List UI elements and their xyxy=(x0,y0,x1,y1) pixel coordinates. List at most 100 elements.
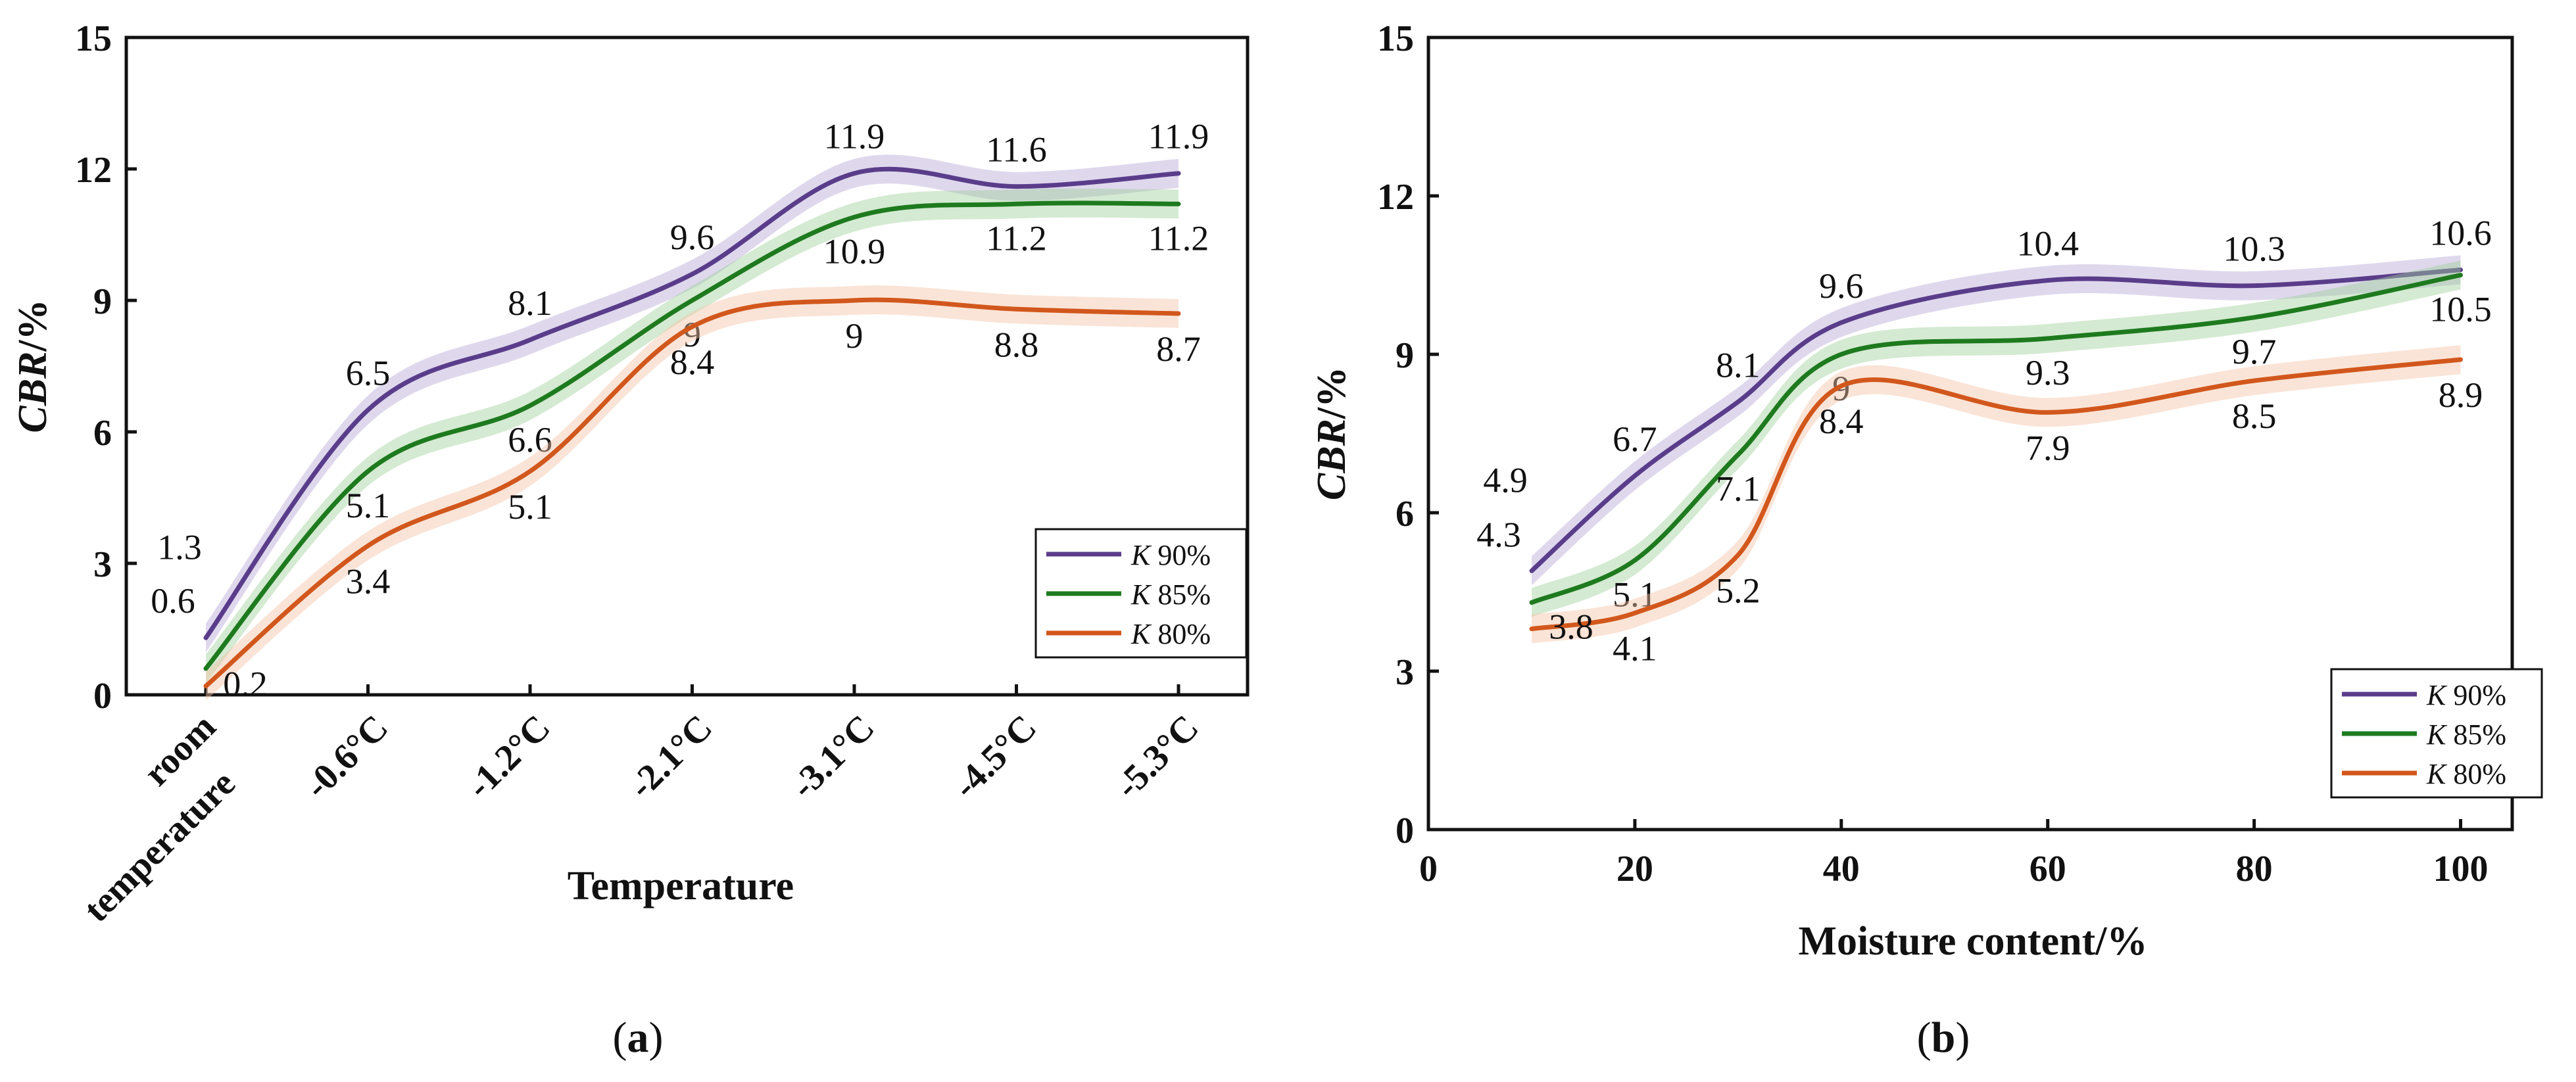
y-axis-title-unit: /% xyxy=(1309,367,1354,419)
panel-label-open: ( xyxy=(1917,1014,1932,1062)
x-tick-label: 60 xyxy=(2029,849,2066,889)
y-axis-title: CBR/% xyxy=(11,299,55,433)
legend-label-k: K xyxy=(1130,578,1152,611)
data-label: 5.1 xyxy=(508,487,552,527)
y-tick-label: 12 xyxy=(75,150,112,191)
legend-label: K 80% xyxy=(1130,618,1211,650)
data-label: 3.4 xyxy=(346,561,391,601)
data-label: 4.1 xyxy=(1613,629,1657,669)
legend-label-pct: 80% xyxy=(2446,758,2506,790)
data-label: 9.6 xyxy=(670,218,715,257)
data-label: 3.8 xyxy=(1549,607,1593,647)
data-label: 0.6 xyxy=(151,581,195,621)
panel-label-close: ) xyxy=(649,1014,664,1062)
data-label: 9 xyxy=(846,316,863,356)
y-tick-label: 15 xyxy=(1377,18,1414,59)
x-axis-title: Temperature xyxy=(568,864,794,908)
x-axis-title: Moisture content/% xyxy=(1799,919,2148,964)
legend-label: K 90% xyxy=(1130,539,1211,571)
y-axis-title-unit: /% xyxy=(11,299,55,352)
legend-label: K 85% xyxy=(2426,718,2506,751)
data-label: 5.2 xyxy=(1716,571,1761,610)
data-label: 8.9 xyxy=(2439,375,2483,415)
x-tick-label: -3.1°C xyxy=(783,707,883,807)
x-tick-label: -4.5°C xyxy=(945,707,1044,807)
data-label: 9.6 xyxy=(1819,266,1864,306)
data-label: 1.3 xyxy=(157,527,202,567)
data-label: 5.1 xyxy=(346,486,391,525)
x-tick-label: -1.2°C xyxy=(459,707,558,807)
panel-label: (a) xyxy=(613,1014,664,1062)
panel-label-open: ( xyxy=(613,1014,627,1062)
x-tick-label-group: -0.6°C xyxy=(297,707,396,807)
x-tick-label-group: -3.1°C xyxy=(783,707,883,807)
panel-label-close: ) xyxy=(1955,1014,1970,1062)
data-label: 10.3 xyxy=(2223,229,2285,269)
panel-label: (b) xyxy=(1917,1014,1970,1062)
data-label: 6.5 xyxy=(346,354,391,393)
x-tick-label: -2.1°C xyxy=(621,707,720,807)
data-label: 7.1 xyxy=(1716,469,1761,509)
data-label: 8.1 xyxy=(508,283,552,323)
y-tick-label: 0 xyxy=(1396,811,1414,851)
x-tick-label: -5.3°C xyxy=(1107,707,1207,807)
y-axis-title-main: CBR xyxy=(11,352,55,433)
data-label: 9.3 xyxy=(2026,353,2070,392)
data-label: 11.2 xyxy=(986,218,1047,258)
legend-label-pct: 85% xyxy=(1150,578,1211,611)
x-tick-label: 0 xyxy=(1419,849,1438,889)
legend-label-k: K xyxy=(2426,718,2448,751)
y-tick-label: 6 xyxy=(1396,494,1414,534)
data-label: 8.1 xyxy=(1716,345,1761,385)
legend-label: K 90% xyxy=(2426,679,2506,711)
x-tick-label: 80 xyxy=(2236,849,2273,889)
legend-label-k: K xyxy=(2426,679,2448,711)
data-label: 11.9 xyxy=(824,117,885,156)
data-label: 8.4 xyxy=(1819,402,1864,441)
y-tick-label: 3 xyxy=(1396,652,1414,693)
y-tick-label: 9 xyxy=(1396,335,1414,376)
legend-label-pct: 90% xyxy=(1150,539,1211,571)
legend-label-k: K xyxy=(1130,539,1152,571)
data-label: 10.5 xyxy=(2429,290,2492,329)
x-tick-label-group: -2.1°C xyxy=(621,707,720,807)
data-label: 4.9 xyxy=(1483,460,1528,500)
data-label: 8.4 xyxy=(670,342,715,382)
y-tick-label: 0 xyxy=(93,676,112,717)
panel-label-letter: b xyxy=(1932,1014,1956,1062)
y-tick-label: 15 xyxy=(75,18,112,59)
data-label: 4.3 xyxy=(1476,515,1521,555)
y-tick-label: 6 xyxy=(93,413,112,454)
panel-label-letter: a xyxy=(627,1014,649,1062)
data-label: 7.9 xyxy=(2026,428,2070,467)
y-tick-label: 9 xyxy=(93,281,112,322)
x-tick-label: 20 xyxy=(1616,849,1653,889)
x-tick-label-group: -1.2°C xyxy=(459,707,558,807)
y-tick-label: 3 xyxy=(93,544,112,585)
x-tick-label: -0.6°C xyxy=(297,707,396,807)
data-label: 11.6 xyxy=(986,130,1047,170)
legend-label-pct: 80% xyxy=(1150,618,1211,650)
data-label: 0.2 xyxy=(223,665,268,704)
x-tick-label: 40 xyxy=(1823,849,1860,889)
x-tick-label-group: -4.5°C xyxy=(945,707,1044,807)
y-axis-title-main: CBR xyxy=(1309,419,1354,500)
y-tick-label: 12 xyxy=(1377,177,1414,218)
legend-label-k: K xyxy=(2426,758,2448,790)
y-axis-title: CBR/% xyxy=(1309,367,1354,500)
legend-label-k: K xyxy=(1130,618,1152,650)
x-tick-label-group: -5.3°C xyxy=(1107,707,1207,807)
legend-label: K 80% xyxy=(2426,758,2506,790)
data-label: 11.2 xyxy=(1148,218,1209,258)
data-label: 10.4 xyxy=(2016,224,2079,264)
data-label: 8.5 xyxy=(2232,396,2277,436)
legend-label-pct: 85% xyxy=(2446,718,2506,751)
data-label: 10.9 xyxy=(823,231,886,271)
data-label: 8.7 xyxy=(1156,329,1201,369)
data-label: 10.6 xyxy=(2429,213,2492,252)
data-label: 11.9 xyxy=(1148,117,1209,156)
data-label: 8.8 xyxy=(994,325,1039,364)
